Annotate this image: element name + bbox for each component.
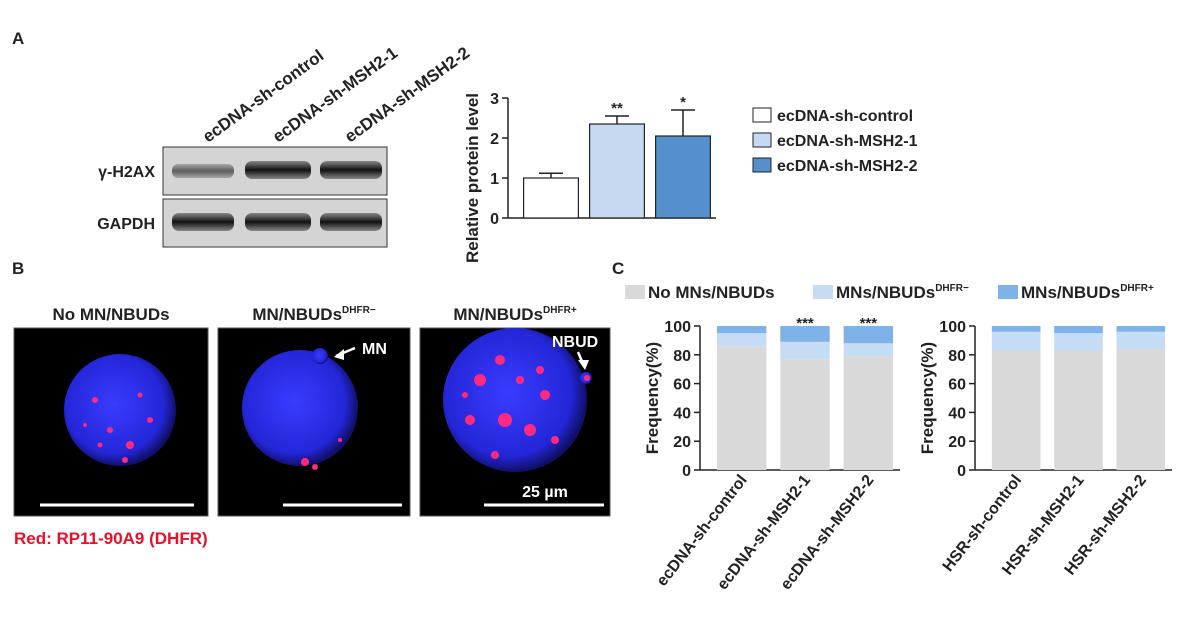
lane-label: ecDNA-sh-MSH2-1 <box>269 43 401 146</box>
bar-segment <box>1116 326 1166 332</box>
y-tick-label: 60 <box>948 377 966 394</box>
image-title: No MN/NBUDs <box>52 305 169 324</box>
bar-segment <box>716 326 767 334</box>
bar-segment <box>780 359 830 470</box>
panel-label: B <box>12 259 24 278</box>
western-blot: γ-H2AX GAPDH ecDNA-sh-control ecDNA-sh-M… <box>97 43 473 248</box>
legend-label: ecDNA-sh-MSH2-1 <box>777 133 918 150</box>
legend-swatch <box>998 285 1018 299</box>
y-tick-label: 100 <box>939 319 966 336</box>
y-tick-label: 80 <box>948 348 966 365</box>
y-tick-label: 0 <box>957 463 966 480</box>
y-tick-label: 0 <box>490 211 499 228</box>
legend-label: MNs/NBUDsDHFR− <box>836 283 969 302</box>
significance: ** <box>611 100 623 117</box>
caption: Red: RP11-90A9 (DHFR) <box>14 529 208 548</box>
bar-segment <box>1116 331 1166 350</box>
legend-label: MNs/NBUDsDHFR+ <box>1021 283 1154 302</box>
blot-row-label: GAPDH <box>97 216 155 233</box>
legend-label: ecDNA-sh-control <box>777 108 913 125</box>
y-tick-label: 40 <box>948 405 966 422</box>
microscopy: MN NBUD 25 µm Red: RP11-90A9 (DHFR) <box>13 327 611 548</box>
legend-label: ecDNA-sh-MSH2-2 <box>777 158 918 175</box>
y-tick-label: 1 <box>490 171 499 188</box>
significance: *** <box>860 315 878 332</box>
y-axis-label: Frequency(%) <box>643 342 662 454</box>
legend-label-superscript: DHFR− <box>935 283 969 294</box>
annotation: MN <box>362 341 387 358</box>
legend-label-text: MNs/NBUDs <box>1021 283 1120 302</box>
image-title-superscript: DHFR− <box>342 305 376 316</box>
lane-label: ecDNA-sh-MSH2-2 <box>341 43 473 146</box>
bar <box>589 123 645 219</box>
bar-segment <box>843 326 894 344</box>
bar <box>655 135 711 219</box>
y-tick-label: 60 <box>673 377 691 394</box>
image-title-text: MN/NBUDs <box>252 305 342 324</box>
error-bar <box>605 115 629 124</box>
y-tick-label: 20 <box>948 434 966 451</box>
y-tick-label: 40 <box>673 405 691 422</box>
bar-segment <box>991 331 1041 351</box>
bar-segment <box>843 343 894 357</box>
legend-label-superscript: DHFR+ <box>1120 283 1154 294</box>
bar-segment <box>716 346 767 470</box>
image-title-text: No MN/NBUDs <box>52 305 169 324</box>
legend-label-text: No MNs/NBUDs <box>648 283 775 302</box>
bar-segment <box>843 356 894 470</box>
bar-segment <box>991 350 1041 470</box>
y-axis-label: Relative protein level <box>463 93 482 263</box>
bar-segment <box>1054 350 1103 470</box>
image-title-superscript: DHFR+ <box>543 305 577 316</box>
legend-label-text: MNs/NBUDs <box>836 283 935 302</box>
error-bar <box>539 172 563 178</box>
image-title-text: MN/NBUDs <box>453 305 543 324</box>
panel-label: A <box>12 29 24 48</box>
bar-segment <box>780 341 830 360</box>
significance: *** <box>796 315 814 332</box>
y-tick-label: 20 <box>673 434 691 451</box>
legend-swatch <box>752 107 772 123</box>
panel-label: C <box>612 259 624 278</box>
blot-row-label: γ-H2AX <box>98 164 155 181</box>
legend-swatch <box>752 157 772 173</box>
y-tick-label: 0 <box>682 463 691 480</box>
image-title: MN/NBUDsDHFR− <box>252 305 376 324</box>
scale-bar-label: 25 µm <box>522 484 568 501</box>
y-tick-label: 80 <box>673 348 691 365</box>
bar-segment <box>780 326 830 342</box>
bar-segment <box>1054 326 1103 334</box>
y-tick-label: 3 <box>490 91 499 108</box>
error-bar <box>671 109 695 136</box>
y-axis-label: Frequency(%) <box>918 342 937 454</box>
legend-swatch <box>625 285 645 299</box>
bar-segment <box>1054 333 1103 351</box>
bar-segment <box>1116 349 1166 470</box>
lane-label: ecDNA-sh-control <box>199 46 327 146</box>
bar <box>523 177 579 219</box>
image-title: MN/NBUDsDHFR+ <box>453 305 577 324</box>
legend-swatch <box>752 132 772 148</box>
legend-swatch <box>813 285 833 299</box>
bar-segment <box>991 326 1041 332</box>
y-tick-label: 2 <box>490 131 499 148</box>
bar-segment <box>716 333 767 347</box>
legend-label: No MNs/NBUDs <box>648 283 775 302</box>
y-tick-label: 100 <box>664 319 691 336</box>
significance: * <box>680 94 686 111</box>
annotation: NBUD <box>552 334 598 351</box>
